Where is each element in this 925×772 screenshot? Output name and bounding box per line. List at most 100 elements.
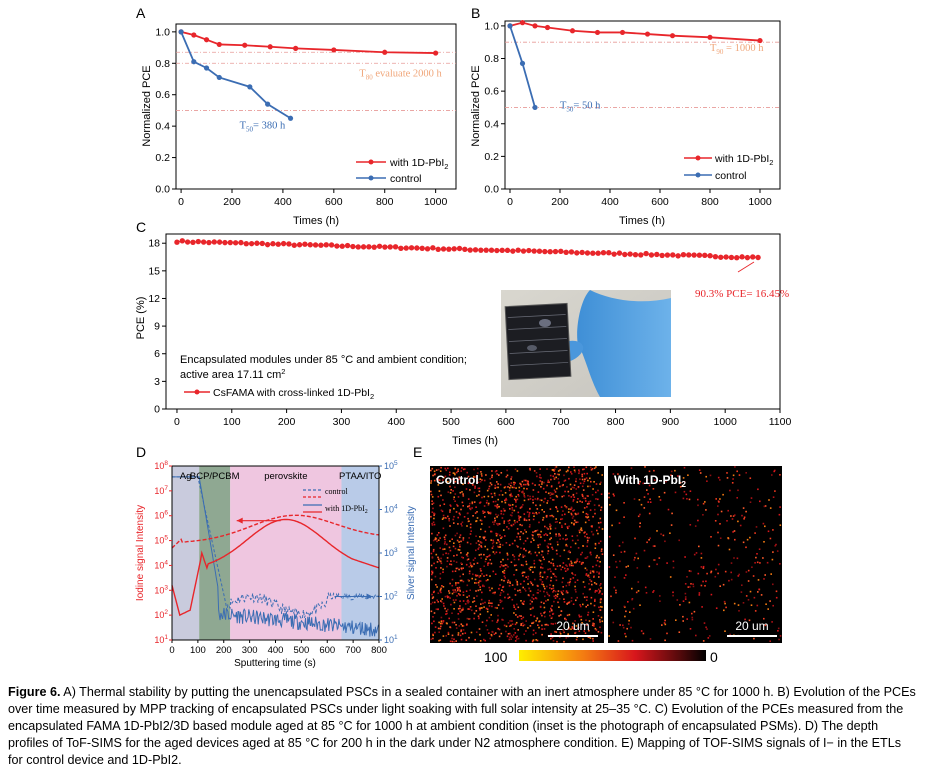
- map-pixel: [775, 543, 777, 546]
- map-pixel: [514, 594, 517, 596]
- map-pixel: [599, 626, 601, 629]
- map-pixel: [701, 606, 703, 608]
- map-pixel: [536, 508, 539, 510]
- map-pixel: [637, 557, 639, 560]
- data-point: [664, 252, 671, 258]
- map-pixel: [617, 640, 620, 642]
- map-pixel: [453, 477, 455, 480]
- map-pixel: [637, 515, 640, 518]
- data-point: [744, 254, 751, 261]
- map-pixel: [710, 571, 712, 574]
- data-point: [680, 252, 687, 258]
- map-pixel: [557, 593, 559, 596]
- map-pixel: [575, 561, 577, 564]
- map-pixel: [519, 523, 521, 526]
- map-pixel: [702, 565, 705, 568]
- map-pixel: [433, 517, 435, 520]
- map-pixel: [447, 596, 450, 598]
- map-pixel: [550, 570, 552, 573]
- map-pixel: [738, 474, 741, 476]
- map-pixel: [431, 557, 434, 559]
- map-pixel: [543, 606, 546, 609]
- data-point: [191, 32, 197, 38]
- map-control-label: Control: [436, 473, 479, 487]
- map-pixel: [465, 488, 468, 490]
- map-pixel: [570, 508, 572, 511]
- map-pixel: [459, 534, 462, 536]
- map-pixel: [768, 499, 770, 501]
- map-pixel: [625, 574, 627, 576]
- map-pixel: [430, 603, 432, 605]
- map-pixel: [528, 519, 531, 521]
- map-pixel: [528, 512, 531, 514]
- y-tick-label: 101: [154, 634, 168, 645]
- map-pixel: [546, 502, 548, 504]
- map-pixel: [559, 485, 561, 488]
- map-pixel: [674, 491, 677, 494]
- map-pixel: [551, 546, 553, 549]
- map-pixel: [545, 515, 548, 517]
- map-pixel: [480, 545, 482, 547]
- panel-b-letter: B: [471, 5, 480, 21]
- map-pixel: [483, 585, 485, 588]
- map-pixel: [454, 467, 456, 470]
- map-pixel: [754, 610, 757, 612]
- map-pixel: [453, 621, 456, 624]
- map-pixel: [537, 497, 539, 500]
- map-pixel: [482, 536, 485, 539]
- map-pixel: [756, 553, 758, 555]
- map-pixel: [517, 532, 520, 535]
- map-pixel: [714, 520, 717, 522]
- map-pixel: [470, 530, 472, 532]
- map-pixel: [553, 489, 556, 491]
- map-pixel: [523, 479, 526, 482]
- map-pixel: [513, 604, 515, 607]
- data-point: [355, 244, 361, 250]
- map-pixel: [672, 591, 674, 594]
- map-pixel: [481, 621, 484, 623]
- map-pixel: [570, 600, 573, 602]
- panel-e-letter: E: [413, 444, 422, 460]
- map-pixel: [508, 504, 511, 507]
- map-pixel: [677, 475, 679, 477]
- map-pixel: [509, 495, 512, 498]
- map-pixel: [545, 600, 547, 602]
- map-pixel: [466, 512, 469, 515]
- map-pixel: [637, 590, 640, 592]
- map-pixel: [454, 493, 457, 495]
- map-pixel: [455, 567, 458, 570]
- map-pixel: [446, 560, 449, 562]
- map-pixel: [652, 488, 655, 490]
- map-pixel: [540, 601, 543, 604]
- x-tick-label: 1000: [713, 416, 737, 428]
- map-pixel: [483, 536, 486, 539]
- map-pixel: [552, 572, 554, 575]
- map-pixel: [533, 566, 536, 569]
- map-pixel: [454, 547, 457, 550]
- map-with-label: With 1D-PbI2: [614, 473, 686, 489]
- map-pixel: [479, 633, 481, 636]
- map-pixel: [538, 551, 540, 554]
- map-pixel: [458, 549, 461, 551]
- data-point: [675, 253, 681, 259]
- map-pixel: [547, 552, 549, 555]
- map-pixel: [475, 535, 477, 537]
- map-pixel: [617, 480, 620, 482]
- map-pixel: [434, 538, 436, 541]
- map-pixel: [493, 633, 496, 635]
- map-pixel: [441, 622, 444, 625]
- map-pixel: [586, 516, 589, 519]
- map-pixel: [554, 468, 556, 470]
- map-pixel: [473, 597, 475, 599]
- map-pixel: [529, 581, 532, 583]
- map-pixel: [471, 577, 473, 580]
- map-pixel: [593, 481, 595, 483]
- map-pixel: [483, 479, 486, 482]
- panel-d: D 0 100 200 300 400 500 600 700 8001011021031041…: [135, 444, 417, 669]
- map-pixel: [494, 494, 496, 497]
- x-tick-label: 400: [268, 645, 284, 656]
- map-pixel: [476, 511, 478, 513]
- map-pixel: [592, 622, 594, 625]
- map-pixel: [551, 492, 554, 495]
